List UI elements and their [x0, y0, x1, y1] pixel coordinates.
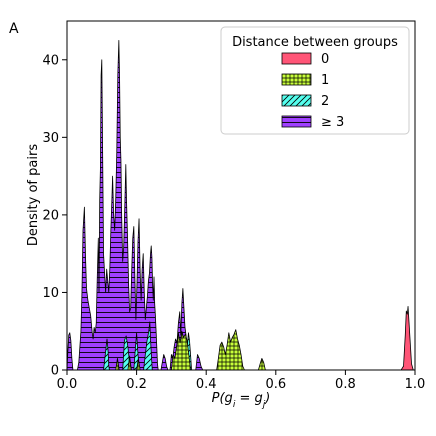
legend-label-3: ≥ 3	[321, 115, 344, 130]
legend-swatch-2	[281, 94, 312, 107]
y-tick-label: 0	[51, 364, 59, 379]
y-tick-label: 20	[42, 208, 59, 223]
y-tick-label: 40	[42, 53, 59, 68]
legend-label-1: 1	[321, 73, 329, 88]
x-tick-label: 0.8	[335, 377, 356, 392]
panel-label: A	[9, 21, 19, 37]
x-tick-label: 0.4	[196, 377, 217, 392]
y-tick-label: 10	[42, 286, 59, 301]
y-axis: 0 10 20 30 40	[42, 53, 67, 379]
x-tick-label: 0.2	[126, 377, 147, 392]
legend-swatch-1	[281, 73, 312, 86]
legend-label-0: 0	[321, 52, 329, 67]
legend-swatch-0	[281, 52, 312, 65]
legend: Distance between groups 0 1 2 ≥ 3	[220, 26, 410, 135]
series-layer	[67, 39, 414, 370]
plot-frame	[66, 20, 416, 371]
series-area-3	[67, 39, 204, 370]
x-axis: 0.0 0.2 0.4 0.6 0.8 1.0	[57, 370, 426, 392]
x-tick-label: 0.0	[57, 377, 78, 392]
legend-label-2: 2	[321, 94, 329, 109]
series-area-1	[115, 329, 266, 370]
x-tick-label: 0.6	[265, 377, 286, 392]
legend-swatch-3	[281, 115, 312, 128]
y-axis-label: Density of pairs	[26, 144, 41, 246]
x-tick-label: 1.0	[405, 377, 426, 392]
series-area-0	[400, 306, 414, 370]
y-tick-label: 30	[42, 131, 59, 146]
x-axis-label: P(gi = gj)	[212, 391, 271, 410]
legend-box	[220, 26, 410, 135]
legend-title: Distance between groups	[232, 35, 398, 50]
